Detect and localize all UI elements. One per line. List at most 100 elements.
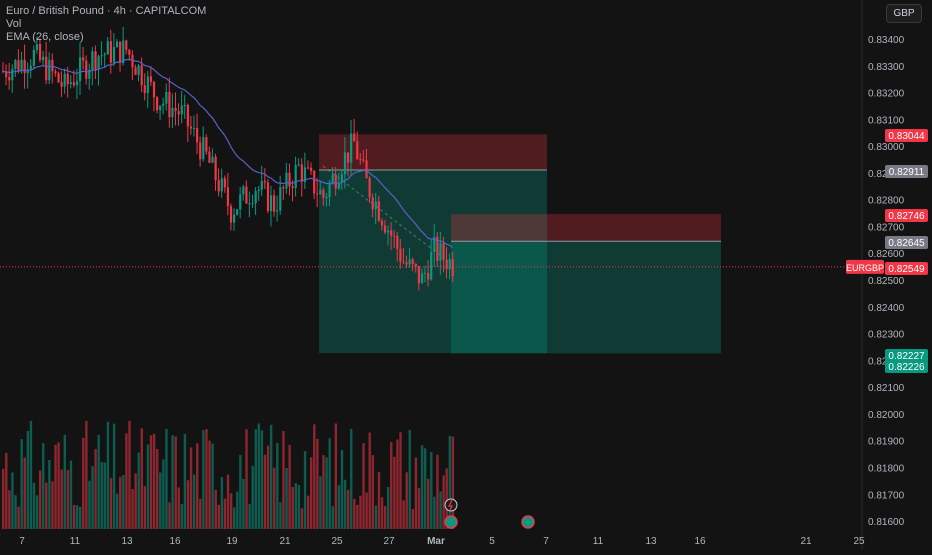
price-tick-label: 0.81600 xyxy=(868,517,905,528)
take-profit-zone[interactable] xyxy=(319,169,547,354)
volume-bar xyxy=(399,432,402,529)
candle-body xyxy=(42,56,45,61)
candle-body xyxy=(334,174,337,189)
volume-bar xyxy=(288,444,291,529)
candle-body xyxy=(350,133,353,163)
candle-body xyxy=(236,209,239,215)
candle-body xyxy=(180,105,183,115)
volume-bar xyxy=(294,483,297,529)
price-label-text: 0.82227 xyxy=(888,351,925,362)
candle-body xyxy=(380,220,384,226)
volume-bar xyxy=(202,430,205,529)
volume-bar xyxy=(183,434,187,529)
volume-bar xyxy=(63,434,66,529)
candle-body xyxy=(383,225,387,233)
volume-bar xyxy=(2,468,5,529)
candle-body xyxy=(85,60,88,79)
volume-bar xyxy=(146,444,150,529)
candle-body xyxy=(291,186,294,188)
volume-bar xyxy=(79,506,82,529)
volume-bar xyxy=(362,443,365,529)
candle-body xyxy=(436,236,439,261)
candle-body xyxy=(368,178,371,198)
candle-body xyxy=(408,259,411,265)
ema-legend[interactable]: EMA (26, close) xyxy=(6,31,84,43)
volume-bar xyxy=(291,487,294,529)
time-tick-label: 19 xyxy=(226,536,238,547)
price-label-text: 0.82226 xyxy=(888,362,925,373)
candle-body xyxy=(279,187,282,211)
symbol-title[interactable]: Euro / British Pound · 4h · CAPITALCOM xyxy=(6,5,207,17)
volume-bar xyxy=(119,476,122,529)
volume-bar xyxy=(205,428,208,529)
price-label-tag xyxy=(885,236,928,249)
volume-bar xyxy=(306,495,310,529)
candle-body xyxy=(346,152,350,163)
candle-body xyxy=(100,55,103,57)
candle-body xyxy=(196,128,199,143)
volume-bar xyxy=(112,423,116,529)
candle-body xyxy=(11,68,14,81)
candle-body xyxy=(257,189,260,191)
candle-body xyxy=(325,196,328,199)
candle-body xyxy=(331,174,334,184)
candle-body xyxy=(310,167,313,171)
candle-body xyxy=(233,214,236,223)
time-tick-label: 13 xyxy=(645,536,657,547)
ema-line xyxy=(2,58,454,248)
candle-body xyxy=(353,133,356,142)
candle-body xyxy=(152,81,156,98)
volume-bar xyxy=(239,454,242,529)
candle-body xyxy=(374,201,377,210)
volume-bar xyxy=(263,454,267,529)
candle-body xyxy=(417,266,420,284)
volume-bar xyxy=(420,445,424,529)
chart-icons[interactable] xyxy=(444,498,535,529)
volume-bar xyxy=(35,495,39,529)
price-tick-label: 0.81900 xyxy=(868,437,905,448)
price-label-tag xyxy=(885,209,928,222)
volume-legend[interactable]: Vol xyxy=(6,18,22,30)
volume-bar xyxy=(149,435,153,529)
volume-bar xyxy=(143,486,147,529)
candle-body xyxy=(328,183,331,197)
volume-bar xyxy=(365,492,368,529)
candle-body xyxy=(115,41,119,48)
candle-body xyxy=(260,181,263,190)
economic-event-icon[interactable] xyxy=(521,515,535,529)
position-tools[interactable] xyxy=(319,134,721,354)
price-axis[interactable]: 0.834000.833000.832000.831000.830000.829… xyxy=(868,35,905,528)
time-axis[interactable]: 7 11 13 16 19 21 25 27 Mar 5 7 11 13 16 21 25 xyxy=(19,536,865,547)
volume-bar xyxy=(325,457,328,529)
candle-body xyxy=(285,172,288,189)
candle-body xyxy=(97,56,100,70)
candle-body xyxy=(430,252,433,280)
volume-bar xyxy=(115,493,119,529)
volume-bar xyxy=(23,457,26,529)
volume-bar xyxy=(448,435,451,529)
volume-bar xyxy=(380,497,384,529)
economic-event-icon[interactable] xyxy=(444,515,458,529)
volume-bar xyxy=(122,474,125,529)
volume-bar xyxy=(393,456,396,529)
candle-body xyxy=(306,167,310,169)
volume-bar xyxy=(387,486,390,529)
volume-bar xyxy=(171,435,174,529)
take-profit-zone[interactable] xyxy=(451,241,721,354)
volume-bar xyxy=(38,470,42,529)
currency-button[interactable]: GBP xyxy=(886,4,922,23)
volume-bar xyxy=(350,428,353,529)
candle-body xyxy=(229,206,233,223)
price-tick-label: 0.82800 xyxy=(868,196,905,207)
volume-bar xyxy=(45,482,48,529)
lightning-event-icon[interactable] xyxy=(444,498,458,512)
price-tick-label: 0.83300 xyxy=(868,62,905,73)
stop-loss-zone[interactable] xyxy=(451,214,721,242)
candle-body xyxy=(396,236,399,249)
volume-bar xyxy=(100,461,103,529)
price-label-tag xyxy=(885,165,928,178)
price-tick-label: 0.82400 xyxy=(868,303,905,314)
time-tick-label: 11 xyxy=(70,536,81,547)
